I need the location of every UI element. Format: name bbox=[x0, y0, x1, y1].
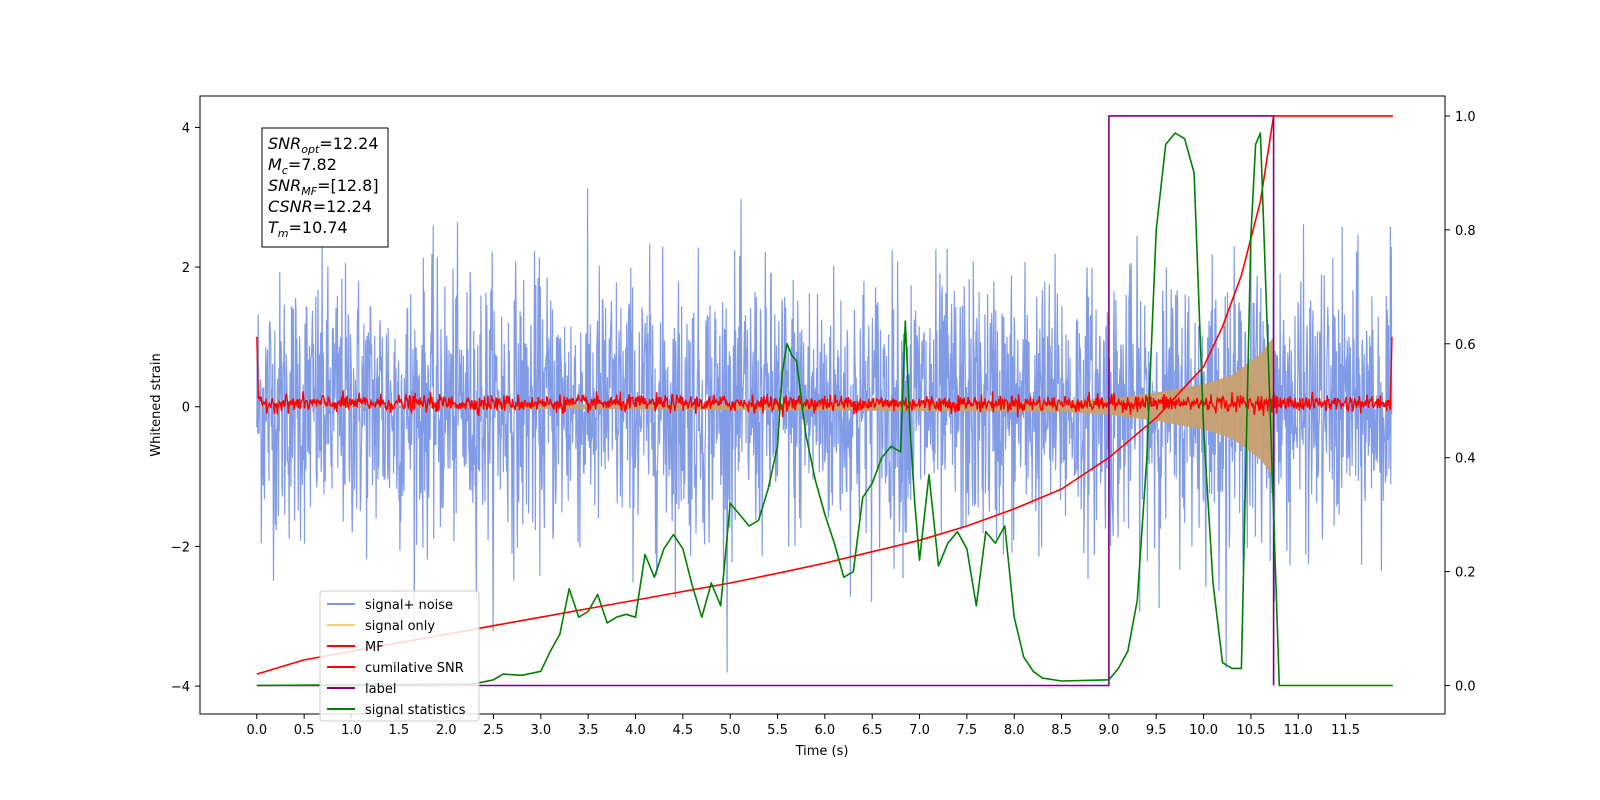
y-axis-ticks: 4 2 0 −2 −4 bbox=[171, 121, 200, 695]
y-tick-label: 2 bbox=[182, 261, 190, 276]
x-tick-label: 1.0 bbox=[341, 723, 362, 738]
x-tick-label: 2.5 bbox=[483, 723, 504, 738]
x-tick-label: 6.5 bbox=[862, 723, 883, 738]
x-tick-label: 5.5 bbox=[767, 723, 788, 738]
y2-tick-label: 0.6 bbox=[1455, 338, 1476, 353]
legend-label: cumilative SNR bbox=[365, 661, 464, 676]
y2-tick-label: 0.0 bbox=[1455, 680, 1476, 695]
annotation-line: Mc=7.82 bbox=[268, 155, 337, 177]
legend: signal+ noise signal only MF cumilative SNR… bbox=[319, 590, 480, 722]
y-tick-label: −2 bbox=[171, 540, 190, 555]
y2-tick-label: 0.8 bbox=[1455, 224, 1476, 239]
x-axis-label: Time (s) bbox=[795, 744, 849, 759]
legend-entry: MF bbox=[327, 640, 384, 655]
y-tick-label: 4 bbox=[182, 121, 190, 136]
x-tick-label: 10.0 bbox=[1189, 723, 1218, 738]
legend-label: signal+ noise bbox=[365, 598, 453, 613]
x-tick-label: 7.0 bbox=[909, 723, 930, 738]
legend-entry: label bbox=[327, 682, 396, 697]
y-tick-label: −4 bbox=[171, 680, 190, 695]
legend-entry: signal statistics bbox=[327, 703, 466, 718]
annotation-box: SNRopt=12.24Mc=7.82SNRMF=[12.8]CSNR=12.2… bbox=[261, 127, 389, 248]
y-tick-label: 0 bbox=[182, 401, 190, 416]
series-label bbox=[256, 115, 1275, 687]
y2-tick-label: 0.4 bbox=[1455, 452, 1476, 467]
x-tick-label: 0.5 bbox=[294, 723, 315, 738]
x-tick-label: 4.0 bbox=[625, 723, 646, 738]
legend-label: signal only bbox=[365, 619, 435, 634]
x-tick-label: 3.0 bbox=[530, 723, 551, 738]
legend-label: MF bbox=[365, 640, 384, 655]
y-axis-label: Whitened strain bbox=[149, 353, 164, 456]
x-tick-label: 1.5 bbox=[388, 723, 409, 738]
annotation-line: SNRMF=[12.8] bbox=[268, 176, 379, 198]
annotation-line: Tm=10.74 bbox=[268, 218, 348, 240]
x-tick-label: 10.5 bbox=[1236, 723, 1265, 738]
annotation-line: SNRopt=12.24 bbox=[268, 134, 379, 156]
x-tick-label: 11.0 bbox=[1284, 723, 1313, 738]
x-tick-label: 5.0 bbox=[720, 723, 741, 738]
x-tick-label: 8.5 bbox=[1051, 723, 1072, 738]
x-tick-label: 9.5 bbox=[1146, 723, 1167, 738]
y2-tick-label: 1.0 bbox=[1455, 110, 1476, 125]
x-tick-label: 4.5 bbox=[673, 723, 694, 738]
annotation-line: CSNR=12.24 bbox=[268, 197, 372, 216]
x-tick-label: 0.0 bbox=[246, 723, 267, 738]
x-tick-label: 6.0 bbox=[815, 723, 836, 738]
annotation-frame bbox=[261, 127, 389, 248]
x-axis-ticks: 0.0 0.5 1.0 1.5 2.0 2.5 3.0 3.5 4.0 4.5 5.0 5.5 6.0 6… bbox=[246, 714, 1360, 738]
y2-tick-label: 0.2 bbox=[1455, 566, 1476, 581]
x-tick-label: 8.0 bbox=[1004, 723, 1025, 738]
legend-entry: signal+ noise bbox=[327, 598, 453, 613]
x-tick-label: 2.0 bbox=[436, 723, 457, 738]
series-signal-statistics bbox=[256, 132, 1393, 687]
x-tick-label: 3.5 bbox=[578, 723, 599, 738]
legend-label: label bbox=[365, 682, 396, 697]
x-tick-label: 9.0 bbox=[1099, 723, 1120, 738]
x-tick-label: 7.5 bbox=[957, 723, 978, 738]
legend-entry: cumilative SNR bbox=[327, 661, 464, 676]
legend-label: signal statistics bbox=[365, 703, 466, 718]
legend-entry: signal only bbox=[327, 619, 435, 634]
legend-frame bbox=[319, 590, 480, 722]
x-tick-label: 11.5 bbox=[1331, 723, 1360, 738]
axes-border bbox=[199, 95, 1446, 715]
y2-axis-ticks: 1.0 0.8 0.6 0.4 0.2 0.0 bbox=[1445, 110, 1476, 695]
